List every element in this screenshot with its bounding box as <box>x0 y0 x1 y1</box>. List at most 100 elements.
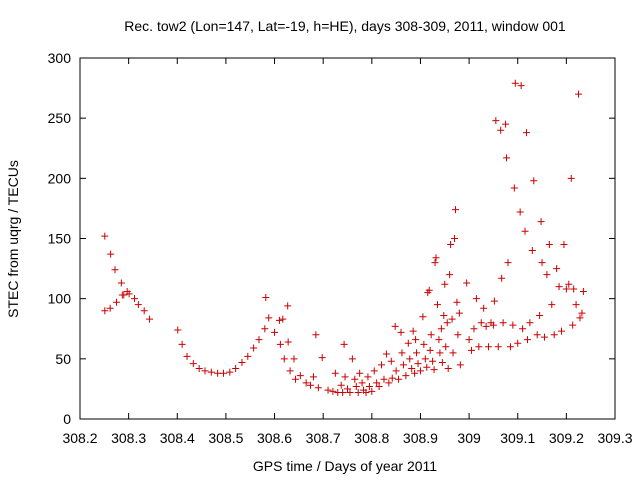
data-point <box>463 279 471 287</box>
data-point <box>572 301 580 309</box>
data-point <box>385 379 393 387</box>
data-point <box>567 174 575 182</box>
data-point <box>536 312 544 320</box>
x-tick-label: 309.2 <box>549 430 584 446</box>
data-point <box>309 373 317 381</box>
data-point <box>430 366 438 374</box>
data-point <box>111 266 119 274</box>
data-point <box>337 381 345 389</box>
data-point <box>526 319 534 327</box>
data-point <box>437 325 445 333</box>
data-point <box>290 355 298 363</box>
data-point <box>284 302 292 310</box>
data-point <box>255 336 263 344</box>
data-point <box>528 247 536 255</box>
data-point <box>516 208 524 216</box>
data-point <box>112 298 120 306</box>
data-point <box>419 313 427 321</box>
data-point <box>140 307 148 315</box>
data-point <box>404 339 412 347</box>
data-point <box>530 177 538 185</box>
data-point <box>550 331 558 339</box>
data-point <box>391 322 399 330</box>
data-point <box>540 333 548 341</box>
data-point <box>423 363 431 371</box>
plot-frame <box>79 57 616 420</box>
data-point <box>427 331 435 339</box>
data-point <box>370 367 378 375</box>
data-point <box>329 387 337 395</box>
data-point <box>302 379 310 387</box>
data-point <box>533 331 541 339</box>
data-point <box>398 349 406 357</box>
data-point <box>130 295 138 303</box>
data-point <box>562 285 570 293</box>
data-point <box>312 331 320 339</box>
data-point <box>432 254 440 262</box>
data-point <box>538 259 546 267</box>
data-point <box>279 315 287 323</box>
data-point <box>341 373 349 381</box>
data-point <box>195 364 203 372</box>
data-point <box>291 375 299 383</box>
y-tick-label: 100 <box>48 291 72 307</box>
data-point <box>207 368 215 376</box>
data-point <box>408 364 416 372</box>
data-point <box>262 293 270 301</box>
x-tick-label: 308.6 <box>257 430 292 446</box>
data-point <box>365 383 373 391</box>
data-point <box>201 367 209 375</box>
data-point <box>475 343 483 351</box>
data-point <box>392 367 400 375</box>
data-point <box>454 331 462 339</box>
data-point <box>504 259 512 267</box>
data-point <box>387 357 395 365</box>
data-point <box>555 283 563 291</box>
x-tick-label: 308.7 <box>306 430 341 446</box>
data-point <box>472 295 480 303</box>
data-point <box>344 385 351 393</box>
data-point <box>324 386 332 394</box>
data-point <box>490 297 498 305</box>
y-tick-label: 0 <box>63 411 71 427</box>
x-tick-label: 308.2 <box>62 430 97 446</box>
data-point <box>429 357 437 365</box>
data-point <box>364 373 372 381</box>
data-point <box>284 338 292 346</box>
data-point <box>146 315 154 323</box>
data-point <box>576 314 584 322</box>
data-point <box>380 375 388 383</box>
data-point <box>339 389 347 397</box>
y-tick-label: 300 <box>48 50 72 66</box>
data-point <box>219 369 227 377</box>
data-point <box>485 343 493 351</box>
data-point <box>411 369 419 377</box>
data-point <box>489 321 497 329</box>
data-point <box>358 379 366 387</box>
y-tick-label: 250 <box>48 110 72 126</box>
data-point <box>378 361 386 369</box>
data-point <box>446 271 454 279</box>
x-tick-label: 308.9 <box>403 430 438 446</box>
x-tick-label: 309.1 <box>500 430 535 446</box>
data-point <box>455 309 463 317</box>
data-point <box>275 316 283 324</box>
x-axis-ticks: 308.2 308.3 308.4 308.5 308.6 308.7 308.8 308.9… <box>62 58 633 446</box>
data-point <box>178 340 186 348</box>
data-point <box>558 327 565 335</box>
x-tick-label: 308.3 <box>111 430 146 446</box>
data-point <box>514 339 522 347</box>
data-point <box>503 154 511 162</box>
data-point <box>238 358 246 366</box>
data-point <box>107 250 115 258</box>
y-tick-label: 200 <box>48 170 72 186</box>
data-point <box>226 368 234 376</box>
data-point <box>451 206 459 214</box>
data-point <box>352 383 360 391</box>
y-axis-ticks: 0 50 100 150 200 250 300 <box>48 50 615 427</box>
data-point <box>511 79 519 87</box>
data-point <box>261 325 269 333</box>
data-point <box>416 367 424 375</box>
data-point <box>373 379 381 387</box>
data-point <box>174 326 182 334</box>
